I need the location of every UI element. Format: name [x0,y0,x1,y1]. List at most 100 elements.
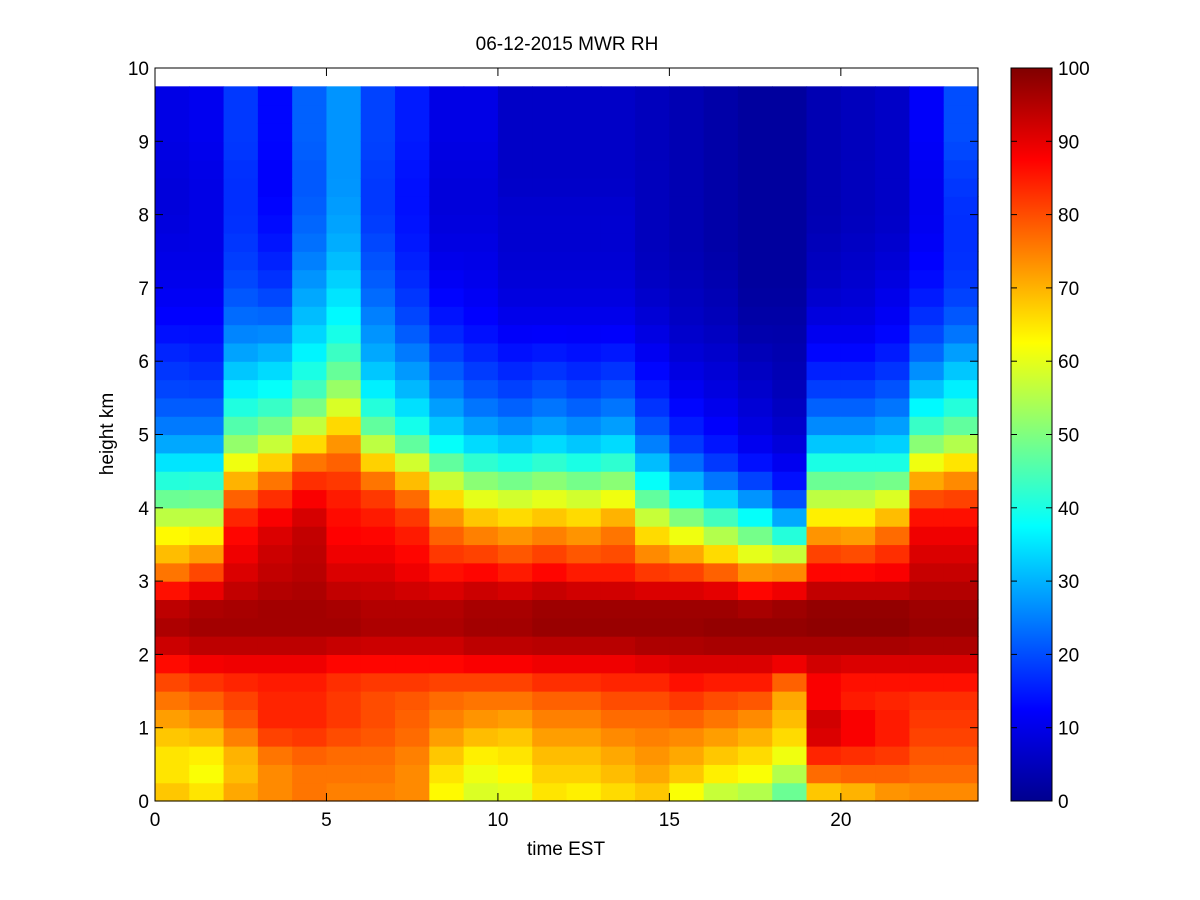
heatmap-cell [566,599,602,619]
y-tick-label: 8 [138,206,149,227]
heatmap-cell [566,471,602,491]
heatmap-cell [909,764,945,784]
heatmap-cell [875,599,911,619]
heatmap-cell [223,104,259,124]
heatmap-cell [223,654,259,674]
heatmap-cell [223,159,259,179]
heatmap-cell [875,562,911,582]
heatmap-cell [497,544,533,564]
heatmap-cell [943,214,979,234]
heatmap-cell [395,342,430,362]
heatmap-cell [840,764,876,784]
heatmap-cell [875,709,911,729]
heatmap-cell [600,416,636,436]
heatmap-cell [772,379,808,399]
heatmap-cell [806,232,842,252]
heatmap-cell [806,764,842,784]
heatmap-cell [737,727,773,747]
heatmap-cell [326,306,362,326]
heatmap-cell [532,86,568,106]
heatmap-cell [669,746,705,765]
colorbar-tick-label: 30 [1058,572,1079,593]
heatmap-cell [429,159,465,179]
heatmap-cell [943,159,979,179]
heatmap-cell [840,86,876,106]
heatmap-cell [703,324,739,344]
heatmap-cell [635,397,670,417]
heatmap-cell [737,287,773,307]
heatmap-cell [909,287,945,307]
heatmap-cell [772,727,808,747]
heatmap-cell [600,177,636,197]
heatmap-cell [635,471,670,491]
heatmap-cell [669,214,705,234]
heatmap-cell [155,654,190,674]
heatmap-cell [875,434,911,454]
heatmap-cell [669,434,705,454]
heatmap-cell [669,727,705,747]
heatmap-cell [326,397,362,417]
heatmap-cell [189,526,225,546]
heatmap-cell [600,746,636,765]
heatmap-cell [326,581,362,601]
heatmap-cell [292,122,328,142]
heatmap-cell [635,287,670,307]
heatmap-cell [223,471,259,491]
heatmap-cell [703,782,739,802]
heatmap-cell [806,397,842,417]
heatmap-cell [635,709,670,729]
heatmap-cell [463,122,499,142]
heatmap-cell [943,782,979,802]
heatmap-cell [909,581,945,601]
heatmap-cell [703,764,739,784]
heatmap-cell [497,452,533,472]
heatmap-cell [635,251,670,271]
heatmap-cell [326,379,362,399]
heatmap-cell [737,709,773,729]
heatmap-cell [703,159,739,179]
heatmap-cell [772,177,808,197]
heatmap-cell [566,764,602,784]
heatmap-cell [429,342,465,362]
heatmap-cell [463,452,499,472]
heatmap-cell [703,141,739,161]
heatmap-cell [189,379,225,399]
heatmap-cell [840,397,876,417]
heatmap-cell [703,86,739,106]
heatmap-cell [669,306,705,326]
heatmap-cell [772,251,808,271]
heatmap-cell [326,104,362,124]
heatmap-cell [909,416,945,436]
heatmap-cell [257,507,293,527]
heatmap-cell [840,727,876,747]
heatmap-cell [223,287,259,307]
heatmap-cell [532,416,568,436]
heatmap-cell [326,672,362,692]
heatmap-cell [463,782,499,802]
heatmap-cell [532,269,568,289]
heatmap-cell [497,232,533,252]
heatmap-cell [875,232,911,252]
heatmap-cell [875,452,911,472]
y-tick-label: 7 [138,279,149,300]
heatmap-cell [566,379,602,399]
heatmap-cell [292,544,328,564]
heatmap-cell [840,159,876,179]
heatmap-cell [840,617,876,637]
heatmap-cell [943,122,979,142]
heatmap-cell [772,782,808,802]
heatmap-cell [875,141,911,161]
heatmap-cell [703,526,739,546]
heatmap-cell [806,306,842,326]
heatmap-cell [223,764,259,784]
heatmap-cell [772,214,808,234]
heatmap-cell [292,232,328,252]
heatmap-cell [566,526,602,546]
heatmap-cell [840,434,876,454]
heatmap-cell [635,746,670,765]
heatmap-cell [497,782,533,802]
heatmap-cell [635,232,670,252]
heatmap-cell [840,471,876,491]
heatmap-cell [635,507,670,527]
heatmap-cell [463,269,499,289]
